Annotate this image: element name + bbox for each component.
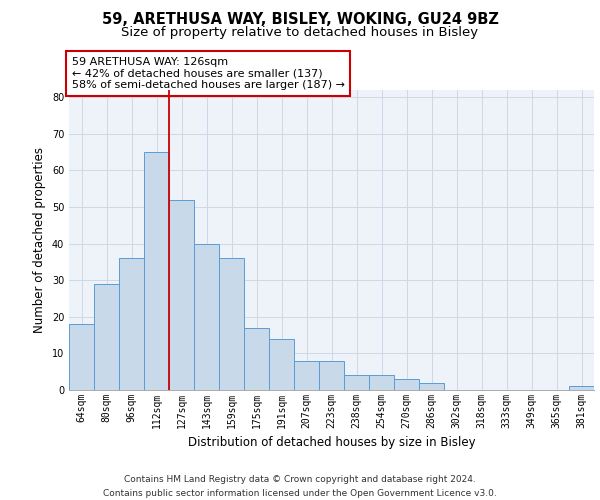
X-axis label: Distribution of detached houses by size in Bisley: Distribution of detached houses by size … [188, 436, 475, 450]
Bar [319, 360, 344, 390]
Bar [219, 258, 244, 390]
Text: 59 ARETHUSA WAY: 126sqm
← 42% of detached houses are smaller (137)
58% of semi-d: 59 ARETHUSA WAY: 126sqm ← 42% of detache… [71, 57, 344, 90]
Bar [144, 152, 169, 390]
Y-axis label: Number of detached properties: Number of detached properties [33, 147, 46, 333]
Bar [419, 382, 444, 390]
Bar [569, 386, 594, 390]
Bar [344, 376, 369, 390]
Bar [369, 376, 394, 390]
Bar [69, 324, 94, 390]
Bar [169, 200, 194, 390]
Text: Size of property relative to detached houses in Bisley: Size of property relative to detached ho… [121, 26, 479, 39]
Bar [119, 258, 144, 390]
Bar [94, 284, 119, 390]
Bar [244, 328, 269, 390]
Bar [269, 339, 294, 390]
Text: 59, ARETHUSA WAY, BISLEY, WOKING, GU24 9BZ: 59, ARETHUSA WAY, BISLEY, WOKING, GU24 9… [101, 12, 499, 28]
Bar [394, 379, 419, 390]
Bar [294, 360, 319, 390]
Bar [194, 244, 219, 390]
Text: Contains HM Land Registry data © Crown copyright and database right 2024.
Contai: Contains HM Land Registry data © Crown c… [103, 476, 497, 498]
